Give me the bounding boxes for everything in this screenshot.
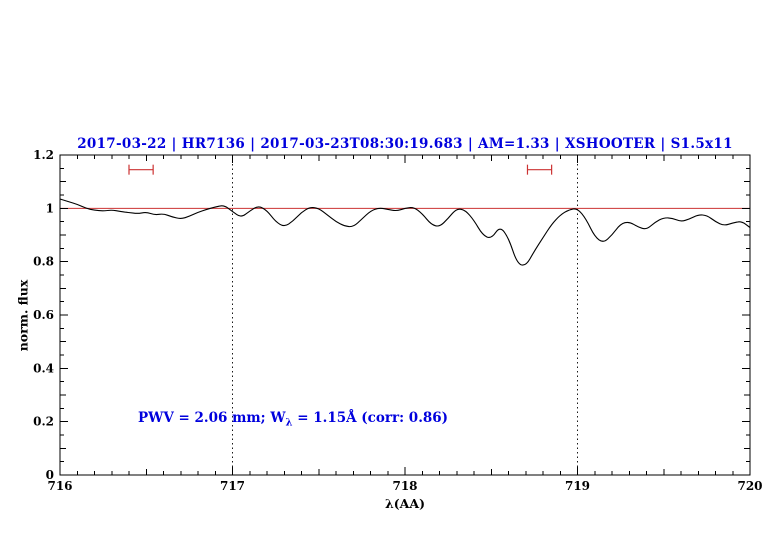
spectrum-line xyxy=(59,198,751,266)
pwv-annotation-lambda-sub: λ xyxy=(285,417,293,429)
y-tick-label: 0.8 xyxy=(33,255,54,269)
x-tick-label: 717 xyxy=(220,479,245,493)
y-tick-label: 1 xyxy=(46,201,54,215)
x-tick-label: 716 xyxy=(47,479,72,493)
y-tick-label: 0.2 xyxy=(33,415,54,429)
pwv-annotation-suffix: = 1.15Å (corr: 0.86) xyxy=(292,410,449,426)
y-axis-label: norm. flux xyxy=(15,279,31,352)
y-tick-label: 0 xyxy=(46,468,54,482)
x-tick-label: 718 xyxy=(392,479,417,493)
x-tick-label: 719 xyxy=(565,479,590,493)
y-tick-label: 0.4 xyxy=(33,361,54,375)
chart-title: 2017-03-22 | HR7136 | 2017-03-23T08:30:1… xyxy=(77,136,733,152)
pwv-annotation: PWV = 2.06 mm; Wλ = 1.15Å (corr: 0.86) xyxy=(138,410,448,429)
y-tick-label: 0.6 xyxy=(33,308,54,322)
x-axis-label: λ(AA) xyxy=(385,496,425,511)
y-tick-label: 1.2 xyxy=(33,148,54,162)
pwv-annotation-prefix: PWV = 2.06 mm; W xyxy=(138,410,286,426)
x-tick-label: 720 xyxy=(737,479,762,493)
